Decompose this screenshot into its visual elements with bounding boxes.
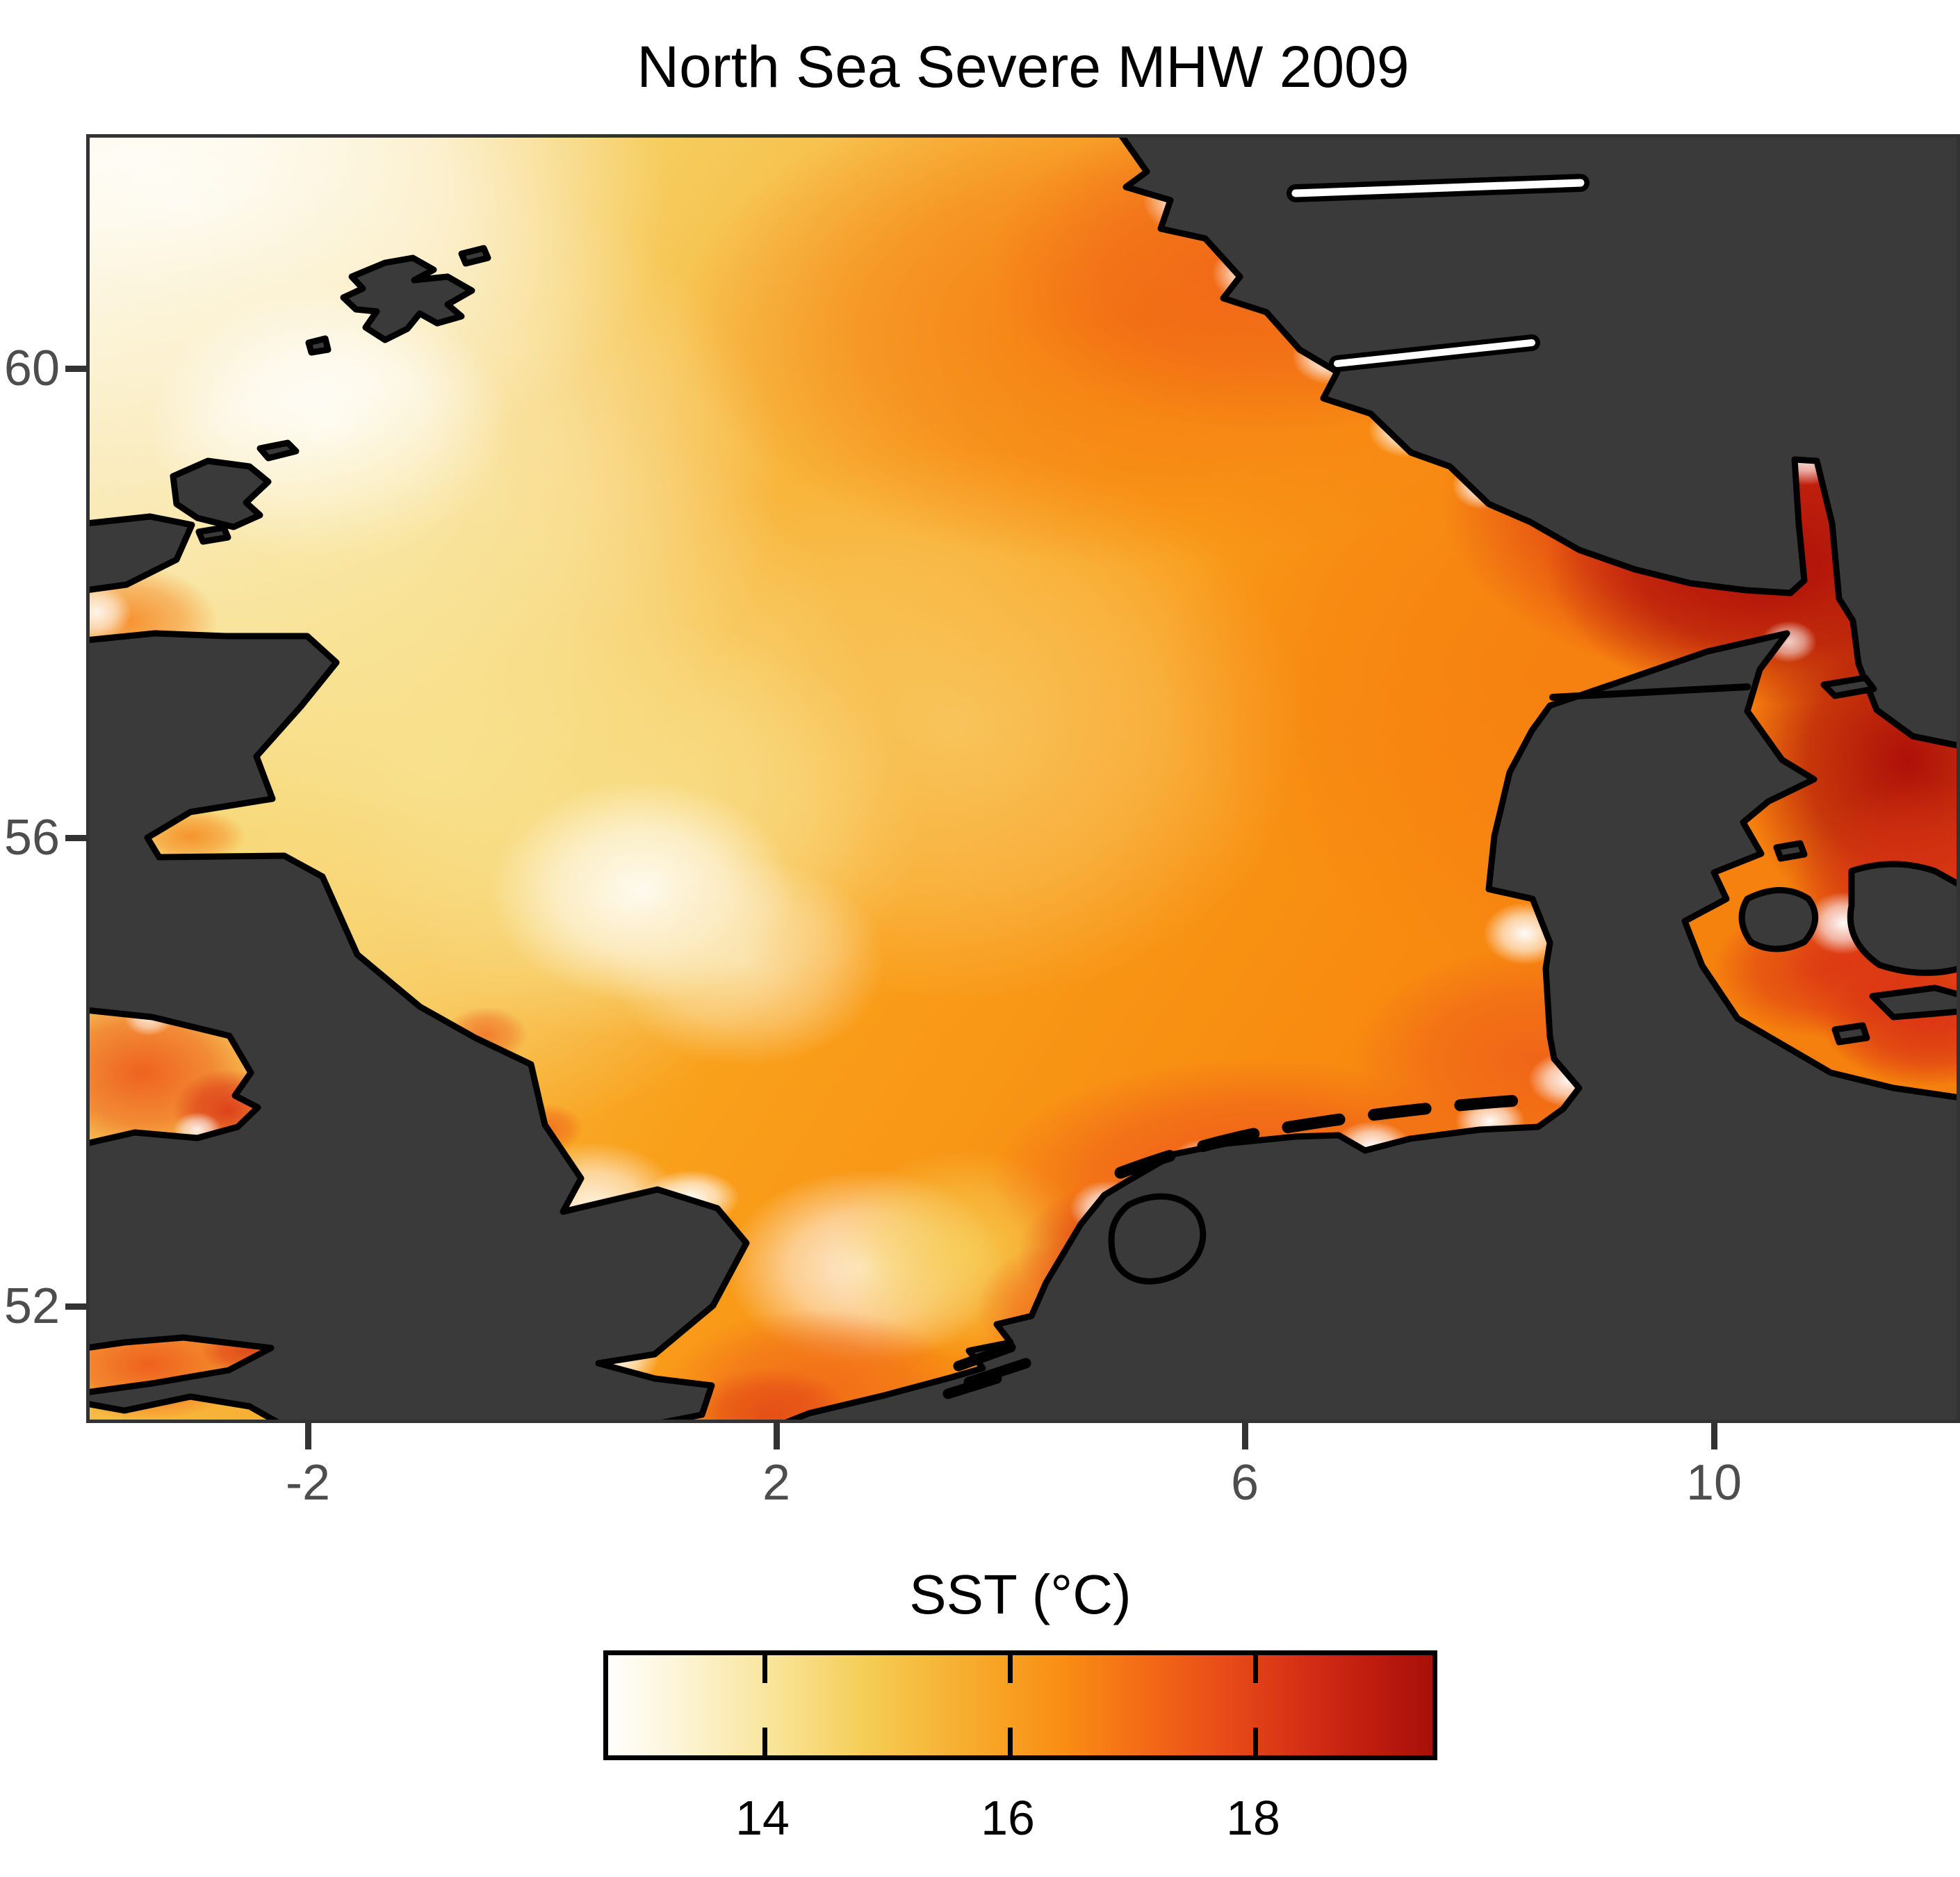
colorbar-tick-mark xyxy=(1253,1655,1258,1683)
fjord-sliver-water-1 xyxy=(1291,179,1585,197)
land-continent-denmark-germany-netherlands xyxy=(776,630,1960,1423)
fjord-sliver-water-2 xyxy=(1334,339,1535,367)
land-funen-island xyxy=(1738,887,1819,952)
colorbar-tick-mark xyxy=(1008,1655,1013,1683)
colorbar-tick-mark xyxy=(1253,1728,1258,1755)
colorbar-label: 14 xyxy=(735,1791,790,1845)
land-orkney-islands xyxy=(170,457,272,530)
x-axis-tick-mark xyxy=(1242,1423,1248,1449)
land-orkney-islet-1 xyxy=(256,439,300,462)
colorbar-tick-mark xyxy=(1008,1728,1013,1755)
colorbar-frame xyxy=(603,1650,1437,1760)
land-lolland-falster xyxy=(1869,984,1960,1021)
land-fehmarn xyxy=(1831,1022,1870,1046)
x-axis-tick-mark xyxy=(305,1423,311,1449)
colorbar-label: 16 xyxy=(981,1791,1035,1845)
chart-title: North Sea Severe MHW 2009 xyxy=(637,34,1410,99)
y-axis-label: 52 xyxy=(3,1278,60,1334)
land-caithness xyxy=(86,513,195,594)
colorbar-tick-mark xyxy=(762,1728,767,1755)
y-axis-tick-mark xyxy=(65,1303,86,1310)
y-axis-label: 56 xyxy=(3,810,60,866)
land-zealand-island xyxy=(1847,861,1960,976)
land-laeso-island xyxy=(1820,674,1877,699)
y-axis-tick-mark xyxy=(65,366,86,372)
land-great-britain xyxy=(86,630,750,1423)
colorbar-tick-mark xyxy=(762,1655,767,1683)
land-masses xyxy=(86,134,1960,1423)
limfjord-line xyxy=(1549,683,1751,701)
colorbar-gradient xyxy=(603,1650,1437,1760)
x-axis-label: 10 xyxy=(1685,1455,1742,1511)
colorbar-title: SST (°C) xyxy=(909,1563,1132,1625)
x-axis-tick-mark xyxy=(1711,1423,1717,1449)
y-axis-label: 60 xyxy=(3,341,60,396)
x-axis-tick-mark xyxy=(774,1423,780,1449)
zeeland-delta-strip-3 xyxy=(942,1373,1002,1399)
island-chains-and-fjords xyxy=(942,174,1751,1399)
y-axis-tick-mark xyxy=(65,835,86,841)
colorbar xyxy=(603,1650,1437,1760)
land-shetland xyxy=(340,254,475,343)
map-panel xyxy=(86,134,1960,1423)
colorbar-label: 18 xyxy=(1226,1791,1280,1845)
map-canvas xyxy=(86,134,1960,1423)
land-scandinavia xyxy=(1117,134,1960,749)
zeeland-delta-strip-1 xyxy=(953,1342,1016,1372)
x-axis-label: -2 xyxy=(285,1455,331,1511)
land-shetland-islet xyxy=(458,245,491,267)
land-samso-island xyxy=(1773,840,1808,862)
x-axis-label: 2 xyxy=(762,1455,791,1511)
lake-ijsselmeer-outline xyxy=(1108,1193,1207,1285)
x-axis-label: 6 xyxy=(1230,1455,1259,1511)
wadden-islands-dashes xyxy=(1114,1094,1524,1179)
land-fair-isle xyxy=(305,335,332,356)
panel-border xyxy=(86,134,1960,1423)
land-orkney-islet-2 xyxy=(195,524,231,545)
